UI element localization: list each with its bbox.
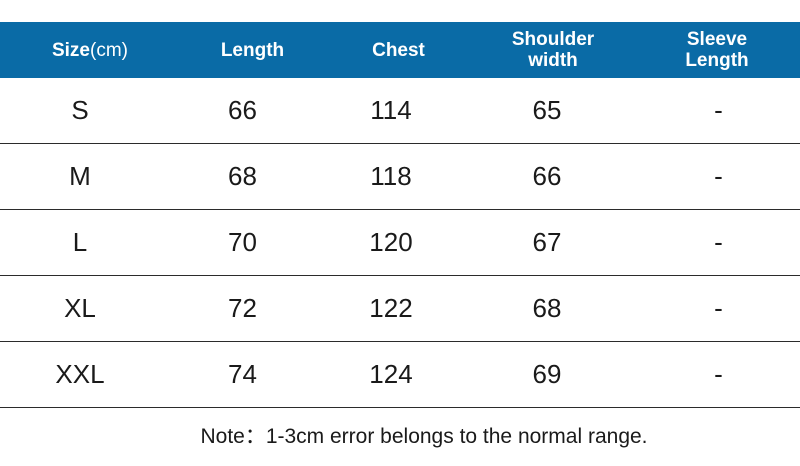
header-shoulder-width: Shoulder width (472, 22, 634, 78)
header-chest: Chest (325, 22, 472, 78)
header-sleeve-line1: Sleeve (686, 29, 748, 50)
cell-sleeve: - (714, 227, 723, 257)
cell-sleeve: - (714, 359, 723, 389)
cell-size: S (71, 95, 89, 125)
cell-size: L (72, 227, 88, 257)
cell-sleeve: - (714, 293, 723, 323)
header-shoulder-label: Shoulder width (512, 29, 594, 71)
header-size: Size (cm) (0, 22, 180, 78)
cell-length: 66 (228, 95, 257, 125)
cell-size: XXL (55, 359, 105, 389)
cell-length: 72 (228, 293, 257, 323)
cell-chest: 124 (369, 359, 413, 389)
table-header-row: Size (cm) Length Chest Shoulder width Sle… (0, 22, 800, 78)
header-sleeve-length: Sleeve Length (634, 22, 800, 78)
cell-length: 68 (228, 161, 257, 191)
cell-shoulder: 69 (532, 359, 562, 389)
header-size-unit: (cm) (90, 39, 128, 61)
cell-size: M (69, 161, 91, 191)
cell-shoulder: 66 (532, 161, 562, 191)
table-row: S 66 114 65 - (0, 78, 800, 144)
cell-length: 70 (228, 227, 257, 257)
measurement-note: Note：1-3cm error belongs to the normal r… (200, 425, 648, 448)
cell-shoulder: 67 (532, 227, 562, 257)
cell-shoulder: 65 (532, 95, 562, 125)
cell-sleeve: - (714, 95, 723, 125)
header-shoulder-line1: Shoulder (511, 29, 595, 50)
header-length: Length (180, 22, 325, 78)
table-row: XXL 74 124 69 - (0, 342, 800, 408)
cell-chest: 120 (369, 227, 413, 257)
header-length-label: Length (220, 39, 285, 61)
header-shoulder-line2: width (528, 50, 578, 71)
table-row: M 68 118 66 - (0, 144, 800, 210)
cell-chest: 122 (369, 293, 413, 323)
cell-shoulder: 68 (532, 293, 562, 323)
table-row: L 70 120 67 - (0, 210, 800, 276)
cell-size: XL (64, 293, 96, 323)
header-chest-label: Chest (372, 39, 425, 61)
cell-length: 74 (228, 359, 257, 389)
cell-chest: 114 (370, 95, 412, 125)
header-sleeve-label: Sleeve Length (685, 29, 748, 71)
header-sleeve-line2: Length (685, 50, 749, 71)
size-chart-table: Size (cm) Length Chest Shoulder width Sle… (0, 22, 800, 408)
cell-chest: 118 (370, 161, 412, 191)
cell-sleeve: - (714, 161, 723, 191)
table-row: XL 72 122 68 - (0, 276, 800, 342)
header-size-label: Size (51, 39, 91, 61)
